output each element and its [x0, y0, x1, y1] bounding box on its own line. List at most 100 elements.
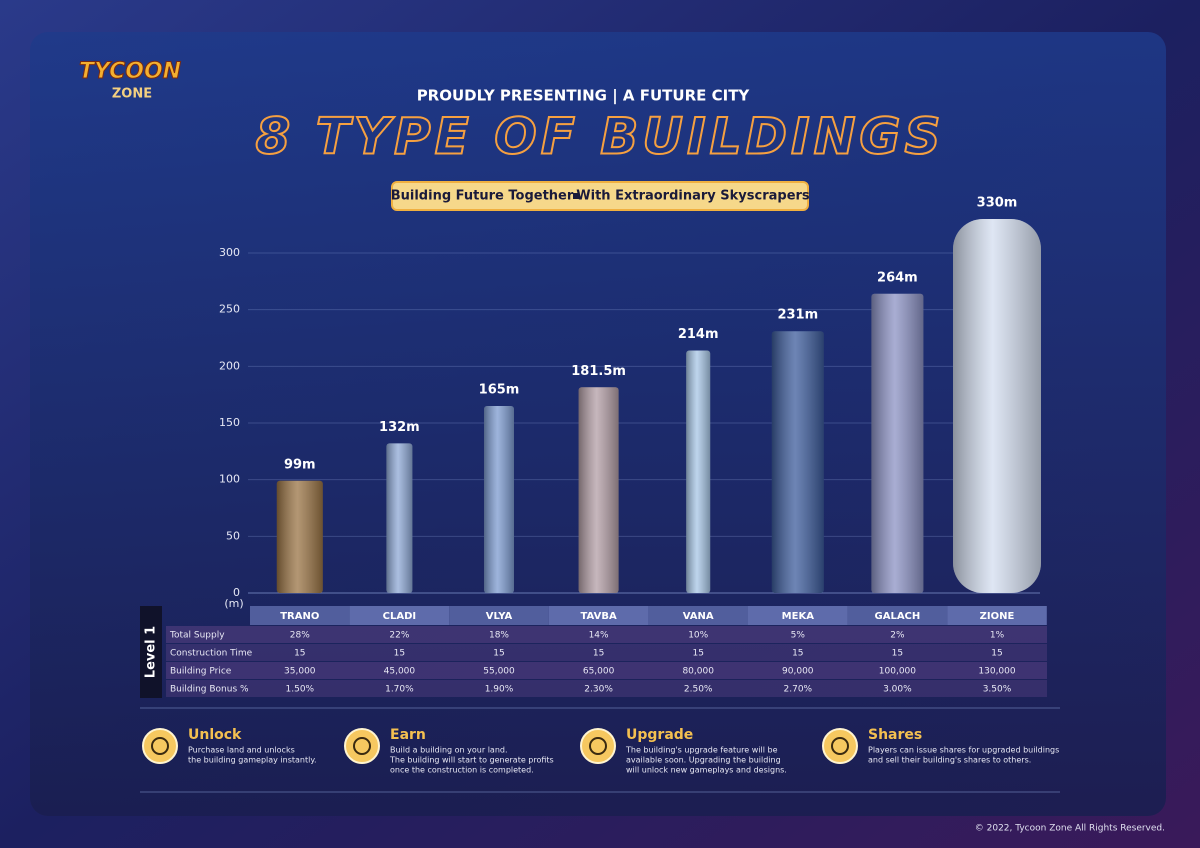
- table-cell: 1%: [990, 631, 1005, 641]
- table-row: [166, 680, 1047, 697]
- feature-text: the building gameplay instantly.: [188, 756, 317, 765]
- table-cell: 18%: [489, 631, 509, 641]
- value-label: 181.5m: [571, 364, 626, 379]
- table-header-cell: [548, 606, 649, 625]
- table-cell: 15: [892, 649, 903, 659]
- feature-title: Unlock: [188, 727, 242, 743]
- column-header: CLADI: [383, 611, 416, 622]
- table-cell: 15: [792, 649, 803, 659]
- row-label: Total Supply: [169, 631, 225, 641]
- y-tick-label: 0: [233, 586, 240, 599]
- y-tick-label: 50: [226, 529, 240, 542]
- row-label: Building Bonus %: [170, 685, 249, 695]
- column-header: VANA: [683, 611, 714, 622]
- level-box: [140, 606, 162, 698]
- value-label: 231m: [777, 308, 818, 323]
- table-cell: 130,000: [978, 667, 1015, 677]
- feature-icon: [344, 728, 380, 764]
- building-shade: [686, 350, 711, 593]
- building-shade: [578, 387, 619, 593]
- table-cell: 35,000: [284, 667, 316, 677]
- table-header-cell: [947, 606, 1047, 625]
- feature-title: Shares: [868, 727, 922, 743]
- feature-icon-inner: [353, 737, 371, 755]
- table-row: [166, 662, 1047, 679]
- y-tick-label: 300: [219, 246, 240, 259]
- column-header: GALACH: [875, 611, 921, 622]
- column-header: TRANO: [280, 611, 319, 622]
- table-cell: 3.00%: [883, 685, 912, 695]
- feature-text: once the construction is completed.: [390, 766, 534, 775]
- table-cell: 2.70%: [784, 685, 813, 695]
- y-tick-label: 200: [219, 359, 240, 372]
- table-cell: 3.50%: [983, 685, 1012, 695]
- footer: © 2022, Tycoon Zone All Rights Reserved.: [975, 824, 1165, 834]
- logo-bottom: ZONE: [112, 87, 152, 102]
- logo-top: TYCOON: [79, 59, 181, 84]
- feature-text: The building will start to generate prof…: [389, 756, 554, 765]
- building-shade: [871, 293, 924, 593]
- row-label: Construction Time: [170, 649, 253, 659]
- table-cell: 15: [394, 649, 405, 659]
- feature-title: Earn: [390, 727, 426, 743]
- table-cell: 2.30%: [584, 685, 613, 695]
- table-cell: 1.50%: [286, 685, 315, 695]
- table-cell: 45,000: [384, 667, 416, 677]
- feature-title: Upgrade: [626, 727, 693, 743]
- y-tick-label: 250: [219, 303, 240, 316]
- table-cell: 2.50%: [684, 685, 713, 695]
- table-cell: 90,000: [782, 667, 814, 677]
- table-cell: 28%: [290, 631, 310, 641]
- building-shade: [276, 480, 323, 593]
- y-unit: (m): [224, 597, 243, 610]
- building-shade: [771, 331, 824, 593]
- table-cell: 1.70%: [385, 685, 414, 695]
- feature-icon-inner: [831, 737, 849, 755]
- feature-icon: [580, 728, 616, 764]
- value-label: 264m: [877, 270, 918, 285]
- table-cell: 10%: [688, 631, 708, 641]
- column-header: ZIONE: [980, 611, 1015, 622]
- feature-text: Players can issue shares for upgraded bu…: [868, 746, 1059, 755]
- building-shade: [386, 443, 413, 593]
- feature-text: available soon. Upgrading the building: [626, 756, 781, 765]
- column-header: TAVBA: [580, 611, 616, 622]
- value-label: 99m: [284, 457, 316, 472]
- kicker: PROUDLY PRESENTING | A FUTURE CITY: [417, 87, 751, 106]
- table-cell: 15: [294, 649, 305, 659]
- table-cell: 80,000: [682, 667, 714, 677]
- table-row: [166, 644, 1047, 661]
- table-cell: 22%: [389, 631, 409, 641]
- table-header-cell: [349, 606, 450, 625]
- banner-text: Building Future Together: [391, 189, 574, 204]
- row-label: Building Price: [170, 667, 232, 677]
- table-header-cell: [748, 606, 848, 625]
- table-cell: 65,000: [583, 667, 615, 677]
- table-cell: 1.90%: [485, 685, 514, 695]
- table-cell: 5%: [791, 631, 806, 641]
- value-label: 165m: [479, 383, 520, 398]
- table-cell: 100,000: [879, 667, 916, 677]
- table-cell: 15: [593, 649, 604, 659]
- feature-text: Build a building on your land.: [390, 746, 508, 755]
- y-tick-label: 100: [219, 473, 240, 486]
- feature-text: The building's upgrade feature will be: [625, 746, 778, 755]
- feature-icon: [142, 728, 178, 764]
- table-header-cell: [847, 606, 948, 625]
- table-header-cell: [250, 606, 350, 625]
- value-label: 132m: [379, 420, 420, 435]
- feature-icon: [822, 728, 858, 764]
- feature-text: will unlock new gameplays and designs.: [626, 766, 787, 775]
- banner: [391, 181, 809, 211]
- table-cell: 15: [493, 649, 504, 659]
- column-header: MEKA: [782, 611, 815, 622]
- table-header-cell: [648, 606, 748, 625]
- banner-text: With Extraordinary Skyscrapers: [576, 189, 810, 204]
- table-cell: 15: [692, 649, 703, 659]
- banner-separator: [573, 193, 579, 199]
- table-cell: 2%: [890, 631, 905, 641]
- value-label: 330m: [977, 196, 1018, 211]
- table-row: [166, 626, 1047, 643]
